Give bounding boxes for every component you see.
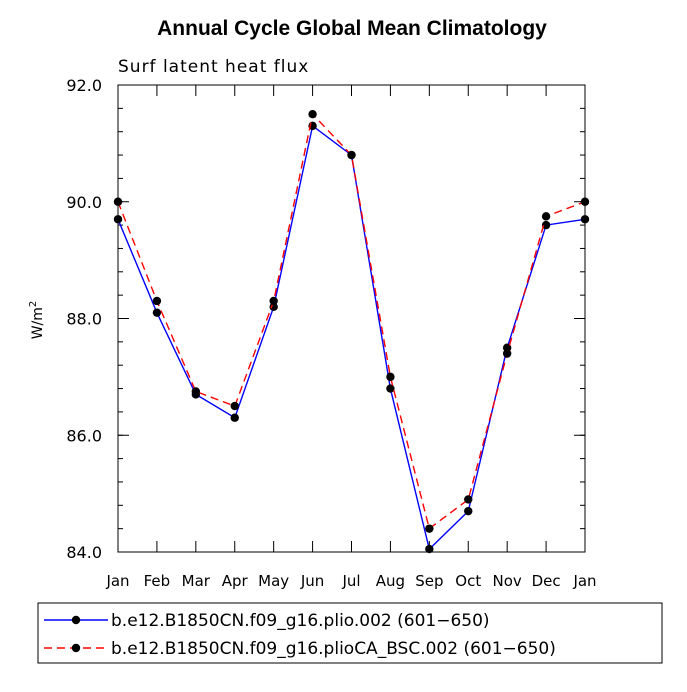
x-tick-label: Jan bbox=[572, 572, 596, 590]
x-tick-label: Jun bbox=[300, 572, 324, 590]
y-axis-label-main: W/m bbox=[30, 307, 46, 339]
series-1-point bbox=[541, 220, 551, 230]
x-tick-label: Nov bbox=[493, 572, 522, 590]
series-2-point bbox=[386, 372, 395, 382]
series-1-point bbox=[425, 544, 434, 554]
x-tick-label: May bbox=[258, 572, 289, 590]
series-2-point bbox=[502, 349, 512, 358]
plot-layer: 84.0 86.0 88.0 90.0 92.0 Jan Feb Mar Apr May Jun Ju… bbox=[66, 76, 596, 590]
series-1-point bbox=[386, 384, 395, 393]
series-1-point bbox=[152, 308, 162, 317]
series-1-point bbox=[464, 506, 473, 516]
x-tick-label: Jul bbox=[341, 572, 360, 590]
series-1-point bbox=[580, 215, 590, 224]
series-1-point bbox=[269, 302, 278, 312]
x-tick-label: Feb bbox=[144, 572, 171, 590]
x-tick-label: Apr bbox=[222, 572, 249, 590]
series-2-point bbox=[113, 197, 123, 206]
legend-label-2: b.e12.B1850CN.f09_g16.plioCA_BSC.002 (60… bbox=[111, 639, 556, 659]
y-tick-label: 90.0 bbox=[66, 193, 102, 212]
y-tick-label: 92.0 bbox=[66, 76, 102, 95]
series-2-point bbox=[191, 387, 201, 396]
legend-box bbox=[37, 602, 663, 664]
x-tick-label: Sep bbox=[415, 572, 443, 590]
legend-label-1: b.e12.B1850CN.f09_g16.plio.002 (601−650) bbox=[111, 611, 490, 631]
legend-marker-1 bbox=[71, 615, 81, 625]
series-line-1 bbox=[117, 124, 586, 551]
series-2-point bbox=[152, 296, 162, 306]
series-2-point bbox=[347, 150, 356, 160]
x-tick-label: Jan bbox=[105, 572, 129, 590]
series-2-point bbox=[308, 109, 317, 119]
x-tick-label: Oct bbox=[455, 572, 481, 590]
y-axis-label-sup: 2 bbox=[28, 301, 39, 307]
series-2-point bbox=[541, 212, 551, 221]
y-tick-label: 86.0 bbox=[66, 426, 102, 445]
y-tick-label: 88.0 bbox=[66, 310, 102, 329]
series-2-point bbox=[580, 197, 590, 206]
series-2-point bbox=[230, 401, 239, 411]
chart-title: Annual Cycle Global Mean Climatology bbox=[157, 17, 547, 40]
x-tick-label: Mar bbox=[182, 572, 211, 590]
x-tick-label: Dec bbox=[532, 572, 561, 590]
series-2-point bbox=[269, 296, 278, 306]
series-2-point bbox=[464, 495, 473, 504]
x-tick-label: Aug bbox=[376, 572, 405, 590]
legend: b.e12.B1850CN.f09_g16.plio.002 (601−650)… bbox=[37, 602, 663, 664]
series-2-point bbox=[425, 524, 434, 533]
series-1-point bbox=[502, 343, 512, 352]
legend-marker-2 bbox=[71, 643, 81, 653]
y-axis-label: W/m2 bbox=[28, 301, 46, 340]
chart-subtitle: Surf latent heat flux bbox=[118, 57, 309, 77]
y-tick-label: 84.0 bbox=[66, 543, 102, 562]
series-1-point bbox=[230, 413, 239, 422]
series-1-point bbox=[113, 215, 123, 224]
